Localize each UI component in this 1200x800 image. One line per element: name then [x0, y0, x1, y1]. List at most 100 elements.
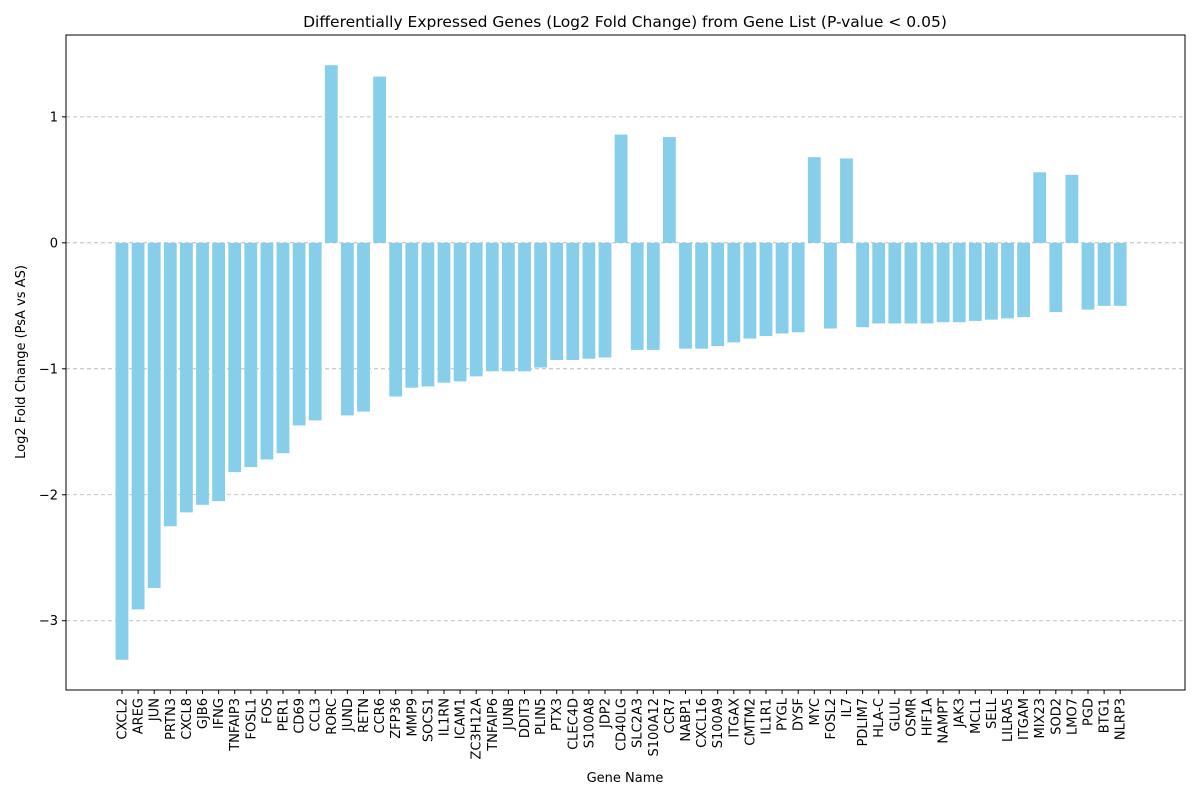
x-tick-label: PRTN3	[164, 698, 179, 740]
x-tick-label: SOCS1	[421, 698, 436, 742]
bar-cxcl16	[695, 242, 708, 349]
bar-osmr	[904, 242, 918, 324]
x-tick-label: PTX3	[550, 698, 565, 731]
bar-ccr6	[373, 76, 386, 243]
y-axis-title: Log2 Fold Change (PsA vs AS)	[14, 265, 29, 459]
plot-frame	[65, 34, 1186, 691]
bar-mcl1	[968, 242, 982, 321]
x-tick-label: FOSL2	[824, 698, 839, 739]
x-tick-label: NAMPT	[937, 698, 952, 744]
bar-mix23	[1033, 172, 1047, 243]
x-tick-label: CLEC4D	[566, 698, 581, 750]
x-tick-label: PLIN5	[534, 698, 549, 735]
y-axis-ticks: −3 −2 −1 0 1	[39, 110, 66, 629]
x-tick-label: GLUL	[888, 697, 903, 731]
bar-prtn3	[163, 242, 177, 527]
x-tick-label: ZC3H12A	[470, 698, 485, 760]
x-tick-label: BTG1	[1098, 698, 1113, 733]
bar-myc	[807, 157, 821, 243]
bar-cd40lg	[614, 134, 628, 243]
x-tick-label: CD40LG	[615, 698, 630, 751]
bar-fos	[260, 242, 274, 460]
x-tick-label: IL7	[840, 698, 855, 717]
bar-zc3h12a	[469, 242, 483, 377]
x-tick-label: SELL	[985, 697, 1000, 729]
x-tick-label: IL1R1	[760, 698, 775, 735]
x-tick-label: JUND	[341, 698, 356, 732]
x-tick-label: HLA-C	[872, 698, 887, 738]
y-tick-label: −2	[39, 488, 58, 503]
bar-btg1	[1097, 242, 1111, 306]
bar-hla-c	[872, 242, 886, 324]
x-tick-label: NLRP3	[1114, 698, 1129, 740]
y-tick-label: −3	[39, 614, 58, 629]
bar-clec4d	[566, 242, 580, 360]
x-tick-label: HIF1A	[921, 698, 936, 736]
bar-s100a12	[646, 242, 660, 350]
x-tick-label: TNFAIP3	[228, 698, 243, 752]
bar-jun	[147, 242, 161, 588]
bar-lmo7	[1065, 174, 1079, 243]
x-tick-label: OSMR	[904, 698, 919, 737]
gridlines	[66, 116, 1185, 622]
x-tick-label: IFNG	[212, 698, 227, 729]
bar-plin5	[534, 242, 547, 368]
bar-ifng	[212, 242, 225, 502]
x-tick-label: CCR6	[373, 698, 388, 733]
bar-socs1	[421, 242, 435, 387]
bar-pdlim7	[856, 242, 869, 328]
x-tick-label: JUNB	[502, 698, 517, 731]
x-tick-label: DDIT3	[518, 698, 533, 738]
x-tick-label: MIX23	[1033, 698, 1048, 739]
bar-ddit3	[518, 242, 531, 372]
bar-junb	[502, 242, 515, 372]
x-tick-label: PYGL	[776, 697, 791, 731]
bar-sell	[985, 242, 998, 320]
x-tick-label: JUN	[148, 698, 163, 722]
x-tick-label: S100A8	[582, 698, 597, 748]
bar-itgam	[1017, 242, 1030, 318]
x-tick-label: ITGAX	[727, 698, 742, 738]
x-tick-label: ICAM1	[454, 698, 469, 739]
x-tick-label: CXCL8	[180, 698, 195, 740]
bar-areg	[131, 242, 145, 610]
x-tick-label: FOSL1	[244, 698, 259, 739]
bar-fosl2	[824, 242, 837, 329]
bar-gjb6	[196, 242, 209, 505]
bar-il1r1	[759, 242, 773, 337]
x-tick-label: MYC	[808, 698, 823, 726]
x-tick-label: CCL3	[309, 698, 324, 732]
y-tick-label: 0	[50, 236, 58, 251]
bar-tnfaip6	[485, 242, 499, 372]
x-tick-label: TNFAIP6	[486, 698, 501, 752]
x-tick-label: LILRA5	[1001, 698, 1016, 742]
x-axis-title: Gene Name	[587, 771, 664, 786]
bar-nampt	[936, 242, 950, 323]
bar-dysf	[791, 242, 805, 333]
x-tick-label: JAK3	[953, 698, 968, 728]
bars	[115, 65, 1127, 660]
bar-sod2	[1049, 242, 1063, 313]
bar-per1	[276, 242, 290, 454]
x-tick-label: ITGAM	[1017, 698, 1032, 740]
bar-rorc	[324, 65, 338, 243]
x-tick-label: MMP9	[405, 698, 420, 737]
bar-tnfaip3	[228, 242, 242, 473]
x-tick-label: CCR7	[663, 698, 678, 733]
bar-mmp9	[405, 242, 419, 388]
chart-title: Differentially Expressed Genes (Log2 Fol…	[303, 13, 947, 31]
bar-itgax	[727, 242, 741, 343]
bar-cd69	[292, 242, 306, 426]
x-tick-label: RORC	[325, 698, 340, 735]
x-tick-label: S100A12	[647, 698, 662, 757]
x-tick-label: RETN	[357, 698, 372, 733]
x-tick-label: CD69	[293, 698, 308, 734]
bar-glul	[888, 242, 902, 324]
x-tick-label: PER1	[277, 698, 292, 731]
bar-cmtm2	[743, 242, 757, 339]
x-tick-label: IL1RN	[438, 698, 453, 736]
bar-cxcl2	[115, 242, 129, 660]
bar-fosl1	[244, 242, 258, 468]
bar-il7	[840, 158, 853, 243]
